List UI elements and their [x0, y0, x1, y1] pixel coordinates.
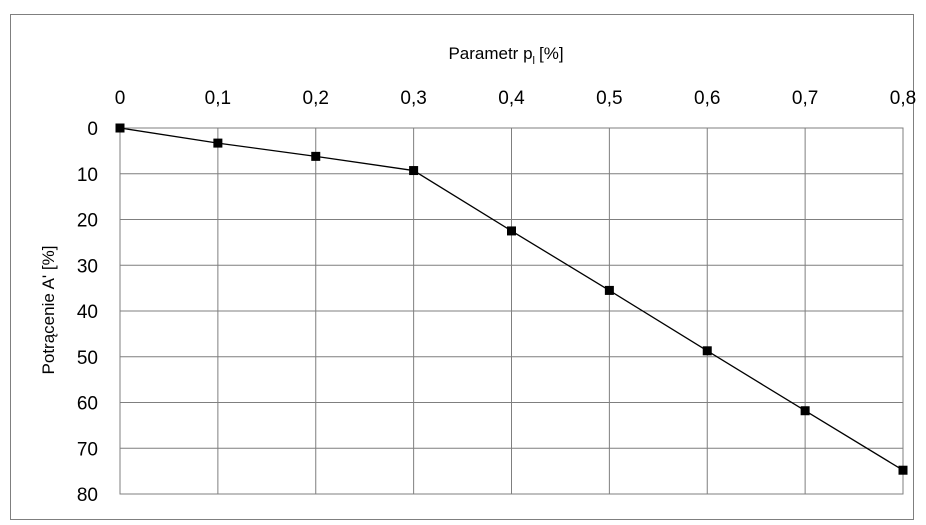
- plot-area: [119, 127, 904, 495]
- y-tick-label-4: 40: [77, 302, 98, 323]
- x-tick-label-1: 0,1: [205, 88, 231, 109]
- data-point-5: [604, 285, 614, 295]
- data-point-0: [115, 123, 125, 133]
- x-tick-label-4: 0,4: [498, 88, 525, 109]
- y-tick-label-2: 20: [77, 211, 98, 232]
- data-point-8: [898, 465, 908, 475]
- y-tick-label-6: 60: [77, 394, 98, 415]
- x-axis-title-main: Parametr p: [448, 44, 532, 63]
- x-tick-label-0: 0: [115, 88, 126, 109]
- x-tick-label-6: 0,6: [694, 88, 720, 109]
- x-tick-label-5: 0,5: [596, 88, 622, 109]
- y-tick-label-8: 80: [77, 485, 98, 506]
- y-tick-label-7: 70: [77, 439, 98, 460]
- y-tick-labels: 0 10 20 30 40 50 60 70 80: [77, 119, 98, 506]
- x-axis-title-unit: [%]: [539, 44, 564, 63]
- data-point-6: [702, 346, 712, 356]
- x-axis-title: Parametr pl [%]: [448, 44, 563, 67]
- y-tick-label-5: 50: [77, 348, 98, 369]
- y-tick-label-0: 0: [87, 119, 98, 140]
- grid-lines: [119, 127, 904, 495]
- y-tick-label-1: 10: [77, 165, 98, 186]
- x-tick-labels: 0 0,1 0,2 0,3 0,4 0,5 0,6 0,7 0,8: [115, 88, 917, 109]
- data-point-2: [311, 151, 321, 161]
- x-tick-label-7: 0,7: [792, 88, 818, 109]
- data-point-4: [507, 226, 516, 236]
- data-point-7: [800, 406, 810, 416]
- chart-frame: [10, 14, 914, 520]
- x-tick-label-8: 0,8: [890, 88, 916, 109]
- data-markers: [115, 123, 908, 475]
- x-tick-label-2: 0,2: [303, 88, 329, 109]
- x-tick-label-3: 0,3: [400, 88, 426, 109]
- y-tick-label-3: 30: [77, 256, 98, 277]
- y-axis-title: Potrącenie A' [%]: [39, 246, 58, 375]
- x-axis-title-subscript: l: [533, 55, 535, 67]
- data-point-3: [409, 166, 419, 176]
- data-point-1: [213, 138, 223, 148]
